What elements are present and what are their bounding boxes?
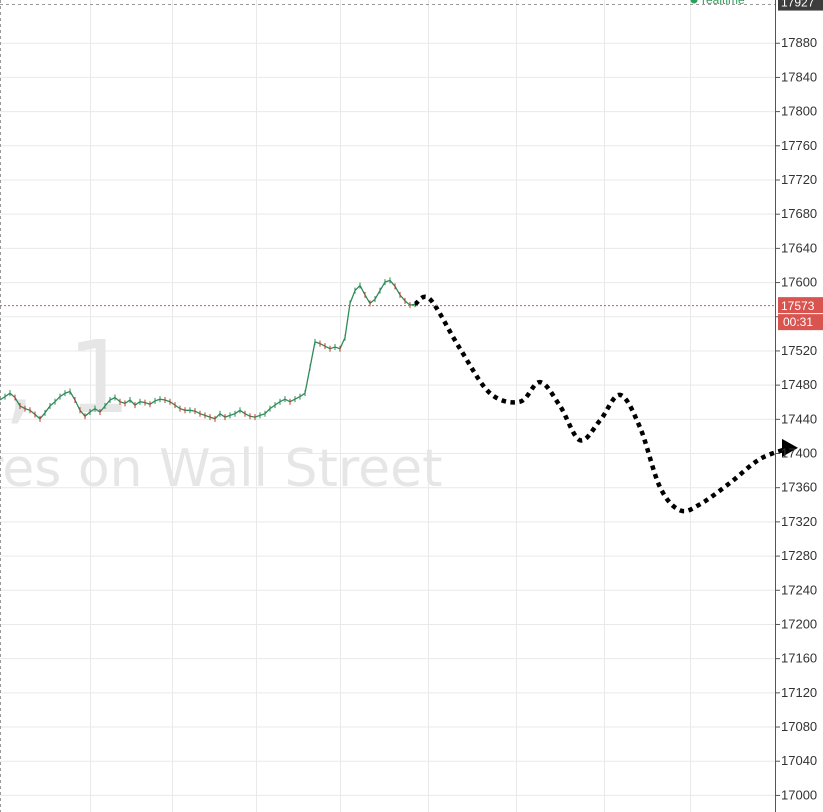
realtime-label: realtime [702, 0, 745, 7]
axis-tick-label: 17120 [781, 685, 817, 700]
watermark: 0, 1 res on Wall Street [0, 319, 443, 499]
price-axis: 17880 17840 17800 17760 17720 17680 17640 17600… [775, 0, 817, 812]
watermark-line-2: res on Wall Street [0, 439, 443, 499]
watermark-line-1: 0, 1 [0, 319, 131, 436]
countdown-label: 00:31 [783, 315, 813, 329]
axis-tick-label: 17600 [781, 275, 817, 290]
axis-tick-label: 17200 [781, 616, 817, 631]
axis-tick-label: 17320 [781, 514, 817, 529]
status-indicator: realtime [690, 0, 745, 7]
axis-tick-label: 17880 [781, 35, 817, 50]
projection-arrow-icon [782, 438, 798, 457]
top-price-badge [778, 0, 823, 11]
grid-lines [0, 0, 775, 812]
axis-tick-label: 17280 [781, 548, 817, 563]
axis-tick-label: 17680 [781, 206, 817, 221]
axis-tick-label: 17760 [781, 138, 817, 153]
realtime-dot-icon [690, 0, 698, 4]
axis-tick-label: 17160 [781, 651, 817, 666]
axis-tick-label: 17000 [781, 787, 817, 802]
axis-tick-label: 17480 [781, 377, 817, 392]
series-group [0, 277, 798, 514]
price-badges: 17927 17573 00:31 [778, 0, 823, 331]
axis-tick-label: 17040 [781, 753, 817, 768]
axis-tick-label: 17440 [781, 411, 817, 426]
axis-tick-label: 17520 [781, 343, 817, 358]
axis-tick-label: 17080 [781, 719, 817, 734]
projection-path [413, 294, 791, 514]
axis-tick-label: 17840 [781, 69, 817, 84]
axis-tick-label: 17240 [781, 582, 817, 597]
price-series-line [0, 279, 416, 420]
axis-tick-label: 17360 [781, 480, 817, 495]
current-price-label: 17573 [781, 299, 815, 313]
axis-tick-label: 17640 [781, 240, 817, 255]
axis-tick-label: 17720 [781, 172, 817, 187]
axis-tick-label: 17400 [781, 446, 817, 461]
axis-tick-label: 17800 [781, 104, 817, 119]
top-price-label: 17927 [781, 0, 815, 10]
